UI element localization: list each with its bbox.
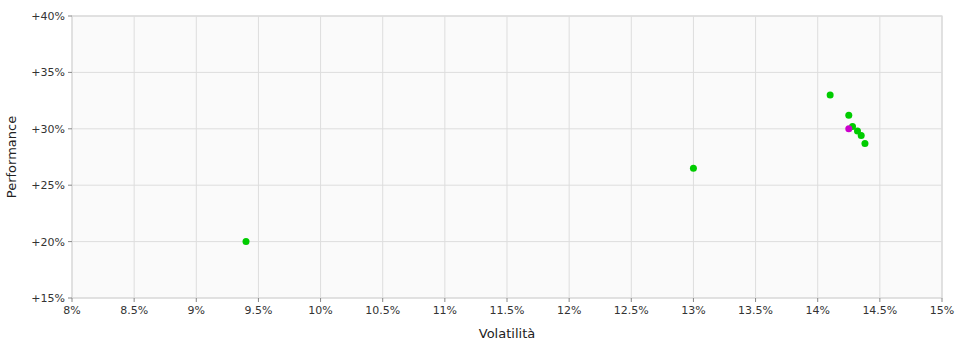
- x-grid-line: [942, 16, 943, 298]
- scatter-point: [690, 165, 697, 172]
- x-tick: [258, 298, 259, 302]
- x-tick-label: 13%: [681, 304, 705, 317]
- x-tick-label: 9.5%: [244, 304, 272, 317]
- y-tick-label: +35%: [31, 66, 65, 79]
- axes: 8% 8.5% 9% 9.5% 10% 10.5% 11% 11.5% 12% 12.5% 13% 1…: [31, 10, 954, 317]
- x-tick: [569, 298, 570, 302]
- y-tick: [68, 72, 72, 73]
- page: {"chart_data": {"type": "scatter", "xlab…: [0, 0, 966, 350]
- x-tick: [631, 298, 632, 302]
- x-tick-label: 11.5%: [490, 304, 525, 317]
- x-tick-label: 13.5%: [738, 304, 773, 317]
- x-tick: [507, 298, 508, 302]
- x-tick-label: 8%: [63, 304, 80, 317]
- x-tick: [879, 298, 880, 302]
- y-grid-line: [72, 16, 942, 17]
- y-tick: [68, 298, 72, 299]
- scatter-point: [845, 125, 852, 132]
- y-grid-line: [72, 128, 942, 129]
- x-grid-line: [569, 16, 570, 298]
- series-0: [243, 91, 869, 245]
- x-tick: [320, 298, 321, 302]
- plot-area: [72, 16, 942, 298]
- y-tick-label: +25%: [31, 179, 65, 192]
- x-grid-line: [755, 16, 756, 298]
- x-grid-line: [444, 16, 445, 298]
- x-tick-label: 12.5%: [614, 304, 649, 317]
- y-tick: [68, 185, 72, 186]
- y-grid-line: [72, 241, 942, 242]
- x-grid-line: [879, 16, 880, 298]
- y-tick-label: +15%: [31, 292, 65, 305]
- x-axis-label: Volatilità: [479, 326, 535, 341]
- x-tick: [693, 298, 694, 302]
- x-grid-line: [382, 16, 383, 298]
- x-grid-line: [817, 16, 818, 298]
- x-grid-line: [134, 16, 135, 298]
- x-tick: [134, 298, 135, 302]
- y-tick: [68, 241, 72, 242]
- x-tick-label: 15%: [930, 304, 954, 317]
- x-grid-line: [72, 16, 73, 298]
- scatter-point: [861, 140, 868, 147]
- x-tick: [755, 298, 756, 302]
- y-tick-label: +30%: [31, 123, 65, 136]
- chart-svg: 8% 8.5% 9% 9.5% 10% 10.5% 11% 11.5% 12% 12.5% 13% 1…: [0, 0, 966, 350]
- x-grid-line: [258, 16, 259, 298]
- x-tick-label: 8.5%: [120, 304, 148, 317]
- y-tick: [68, 16, 72, 17]
- scatter-point: [845, 112, 852, 119]
- y-grid-line: [72, 72, 942, 73]
- x-tick: [444, 298, 445, 302]
- points: [243, 91, 869, 245]
- y-tick-label: +20%: [31, 236, 65, 249]
- x-grid-line: [693, 16, 694, 298]
- series-1: [845, 125, 852, 132]
- x-tick: [942, 298, 943, 302]
- y-tick-label: +40%: [31, 10, 65, 23]
- x-tick-label: 10%: [308, 304, 332, 317]
- scatter-point: [243, 238, 250, 245]
- x-grid-line: [507, 16, 508, 298]
- scatter-point: [858, 132, 865, 139]
- scatter-point: [827, 91, 834, 98]
- x-tick: [382, 298, 383, 302]
- grid: [72, 16, 942, 298]
- x-tick-label: 9%: [188, 304, 205, 317]
- x-tick: [817, 298, 818, 302]
- y-axis-label: Performance: [4, 116, 19, 198]
- x-tick-label: 10.5%: [365, 304, 400, 317]
- chart-container: 8% 8.5% 9% 9.5% 10% 10.5% 11% 11.5% 12% 12.5% 13% 1…: [0, 0, 966, 350]
- x-grid-line: [196, 16, 197, 298]
- y-tick: [68, 128, 72, 129]
- x-tick-label: 12%: [557, 304, 581, 317]
- x-tick-label: 14.5%: [862, 304, 897, 317]
- x-tick-label: 11%: [433, 304, 457, 317]
- x-tick: [72, 298, 73, 302]
- x-tick: [196, 298, 197, 302]
- x-tick-label: 14%: [805, 304, 829, 317]
- x-grid-line: [631, 16, 632, 298]
- x-grid-line: [320, 16, 321, 298]
- y-grid-line: [72, 185, 942, 186]
